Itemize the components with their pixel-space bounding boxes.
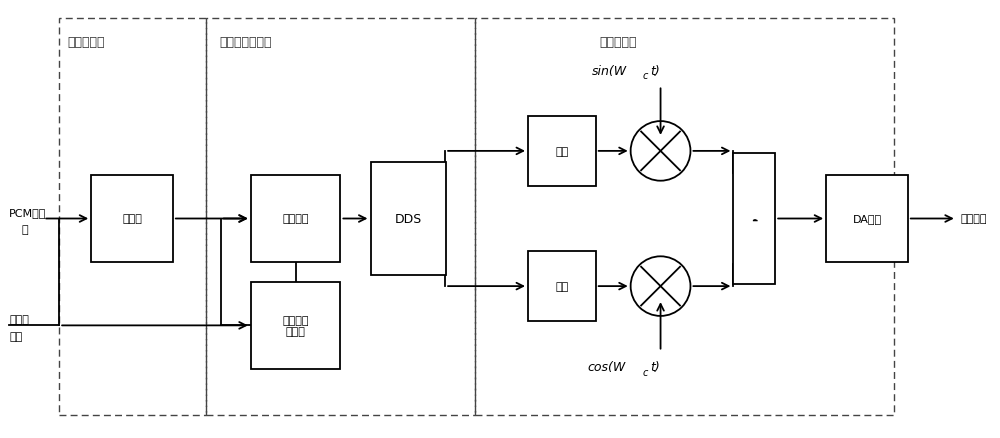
Text: -: - xyxy=(751,210,758,228)
Bar xyxy=(251,282,340,369)
Text: 相位累加: 相位累加 xyxy=(282,214,309,224)
Text: c: c xyxy=(643,71,648,81)
Bar xyxy=(91,176,173,262)
Text: c: c xyxy=(643,367,648,377)
Text: 预滤波: 预滤波 xyxy=(122,214,142,224)
Text: 调频信号: 调频信号 xyxy=(961,214,987,224)
Bar xyxy=(59,19,206,415)
Text: cos(W: cos(W xyxy=(588,360,626,374)
Bar xyxy=(251,176,340,262)
Text: 内插: 内插 xyxy=(555,282,568,291)
Ellipse shape xyxy=(631,257,690,316)
Text: 相位累加
値计算: 相位累加 値计算 xyxy=(282,315,309,336)
Text: t): t) xyxy=(651,64,660,78)
Text: 自适应基带调制: 自适应基带调制 xyxy=(219,36,272,49)
Text: 数字上变频: 数字上变频 xyxy=(599,36,636,49)
Text: PCM数据: PCM数据 xyxy=(9,208,47,217)
Text: 参数: 参数 xyxy=(9,332,23,342)
Bar xyxy=(528,252,596,321)
Text: DDS: DDS xyxy=(395,212,422,226)
Bar xyxy=(475,19,894,415)
Ellipse shape xyxy=(631,122,690,181)
Text: 码速率: 码速率 xyxy=(9,314,29,324)
Bar xyxy=(528,117,596,186)
Text: 流: 流 xyxy=(21,225,28,235)
Bar xyxy=(206,19,475,415)
Bar xyxy=(733,154,775,284)
Bar xyxy=(826,176,908,262)
Text: 内插: 内插 xyxy=(555,147,568,156)
Text: t): t) xyxy=(651,360,660,374)
Text: -: - xyxy=(752,214,756,224)
Bar xyxy=(371,162,446,276)
Text: 预滤波模块: 预滤波模块 xyxy=(67,36,105,49)
Text: DA芯片: DA芯片 xyxy=(852,214,882,224)
Text: sin(W: sin(W xyxy=(592,64,627,78)
